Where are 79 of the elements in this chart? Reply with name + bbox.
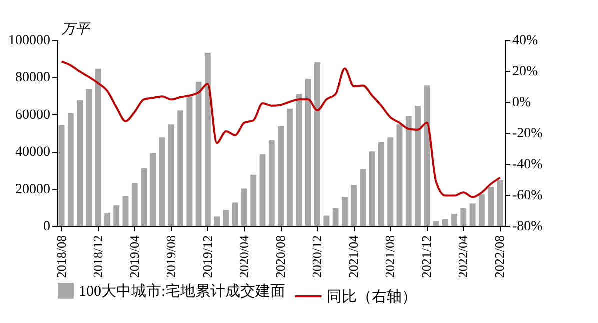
bar bbox=[104, 212, 110, 226]
legend-label: 100大中城市:宅地累计成交建面 bbox=[79, 283, 286, 300]
bar bbox=[95, 68, 102, 226]
bar bbox=[114, 206, 120, 226]
bar bbox=[424, 86, 430, 226]
bar bbox=[278, 126, 284, 226]
x-tick-label: 2021/04 bbox=[346, 235, 362, 278]
bar bbox=[132, 183, 138, 226]
bar bbox=[178, 110, 184, 226]
bar bbox=[214, 216, 220, 226]
line-series bbox=[60, 60, 502, 198]
bar bbox=[150, 153, 156, 226]
bar bbox=[460, 208, 467, 226]
x-tick-label: 2018/08 bbox=[54, 236, 69, 278]
bar bbox=[324, 216, 330, 226]
y2-tick-label: 0% bbox=[512, 96, 532, 110]
bar bbox=[378, 142, 384, 226]
bar bbox=[433, 221, 440, 226]
bar bbox=[196, 82, 202, 226]
bar bbox=[305, 79, 312, 226]
bar bbox=[241, 188, 248, 226]
x-tick-label: 2019/12 bbox=[200, 236, 215, 278]
y2-tick-label: 20% bbox=[512, 64, 538, 80]
bar bbox=[268, 140, 275, 226]
y-tick-label: 0 bbox=[44, 220, 50, 234]
y2-tick-label: 40% bbox=[512, 34, 538, 48]
x-tick-label: 2018/12 bbox=[90, 236, 106, 278]
bar bbox=[159, 138, 166, 226]
bar bbox=[296, 94, 302, 226]
bar bbox=[260, 154, 266, 226]
x-tick-label: 2019/08 bbox=[163, 236, 178, 278]
y2-tick-label: -60% bbox=[512, 188, 544, 204]
y2-tick-label: -40% bbox=[512, 158, 544, 172]
x-tick-label: 2022/04 bbox=[456, 235, 471, 278]
y-tick-label: 100000 bbox=[8, 34, 50, 48]
bar bbox=[342, 197, 348, 226]
x-tick-label: 2021/08 bbox=[382, 236, 398, 278]
x-tick-label: 2022/08 bbox=[492, 236, 508, 278]
bar bbox=[415, 106, 421, 226]
bar bbox=[478, 194, 485, 226]
bar bbox=[470, 204, 476, 226]
bar bbox=[396, 124, 403, 226]
bar bbox=[442, 219, 448, 226]
x-tick-label: 2020/12 bbox=[310, 236, 325, 278]
bar bbox=[332, 208, 339, 226]
bar bbox=[287, 108, 294, 226]
x-tick-label: 2019/04 bbox=[126, 235, 142, 278]
bar bbox=[168, 124, 174, 226]
bar bbox=[406, 116, 412, 226]
y2-tick-label: -20% bbox=[512, 126, 544, 142]
bar bbox=[369, 152, 376, 226]
bar bbox=[77, 100, 84, 226]
bar bbox=[86, 89, 92, 226]
bar bbox=[488, 186, 494, 226]
bar bbox=[452, 214, 458, 226]
y-tick-label: 40000 bbox=[16, 145, 50, 160]
bar bbox=[388, 138, 394, 226]
y-tick-label: 60000 bbox=[16, 108, 50, 123]
bar bbox=[204, 53, 211, 226]
bar bbox=[250, 174, 257, 226]
x-tick-label: 2020/08 bbox=[273, 236, 288, 278]
y2-tick-label: -80% bbox=[512, 220, 544, 234]
bar bbox=[232, 202, 238, 226]
bar bbox=[497, 180, 504, 226]
bar bbox=[351, 185, 358, 226]
legend-label: 同比（右轴） bbox=[327, 288, 417, 306]
y-axis-title: 万平 bbox=[62, 22, 92, 38]
x-tick-label: 2020/04 bbox=[236, 235, 252, 278]
bar bbox=[360, 169, 366, 226]
y-tick-label: 80000 bbox=[16, 70, 50, 86]
bar bbox=[68, 113, 74, 226]
bar bbox=[58, 126, 65, 226]
bar bbox=[141, 168, 147, 226]
bar bbox=[223, 210, 230, 226]
y-tick-label: 20000 bbox=[16, 182, 50, 198]
bar bbox=[122, 196, 129, 226]
bar bbox=[186, 96, 193, 226]
bar bbox=[314, 62, 321, 226]
x-tick-label: 2021/12 bbox=[419, 236, 434, 278]
